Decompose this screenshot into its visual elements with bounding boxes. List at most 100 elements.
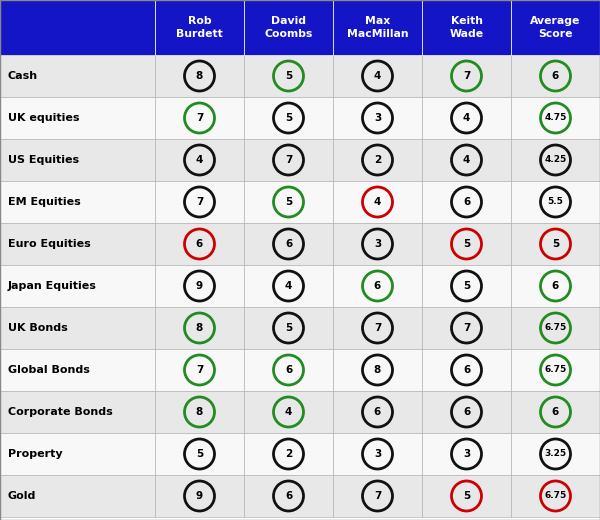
Bar <box>422 97 511 139</box>
Text: 4: 4 <box>463 155 470 165</box>
Bar <box>155 307 244 349</box>
Text: 6: 6 <box>285 365 292 375</box>
Bar <box>511 223 600 265</box>
Text: 7: 7 <box>196 197 203 207</box>
Text: 2: 2 <box>285 449 292 459</box>
Text: Japan Equities: Japan Equities <box>8 281 97 291</box>
Bar <box>244 475 333 517</box>
Text: EM Equities: EM Equities <box>8 197 81 207</box>
Text: 5: 5 <box>285 71 292 81</box>
Text: 5: 5 <box>285 113 292 123</box>
Bar <box>155 475 244 517</box>
Text: 9: 9 <box>196 491 203 501</box>
Text: 6: 6 <box>285 491 292 501</box>
Bar <box>0 475 155 517</box>
Text: 4: 4 <box>196 155 203 165</box>
Text: 6.75: 6.75 <box>544 366 566 374</box>
Bar <box>511 433 600 475</box>
Bar <box>0 55 155 97</box>
Bar <box>511 139 600 181</box>
Bar <box>511 475 600 517</box>
Text: 4.25: 4.25 <box>544 155 566 164</box>
Text: 4.75: 4.75 <box>544 113 566 123</box>
Bar <box>422 433 511 475</box>
Bar <box>155 139 244 181</box>
Bar <box>422 181 511 223</box>
Bar <box>0 391 155 433</box>
Text: 2: 2 <box>374 155 381 165</box>
Bar <box>244 433 333 475</box>
Bar <box>244 55 333 97</box>
Bar <box>333 97 422 139</box>
Text: 6: 6 <box>463 407 470 417</box>
Bar <box>422 223 511 265</box>
Text: Global Bonds: Global Bonds <box>8 365 90 375</box>
Bar <box>333 391 422 433</box>
Bar <box>244 181 333 223</box>
Bar <box>422 139 511 181</box>
Bar <box>422 475 511 517</box>
Text: 6: 6 <box>463 365 470 375</box>
Text: 4: 4 <box>285 407 292 417</box>
Text: 6: 6 <box>285 239 292 249</box>
Text: Gold: Gold <box>8 491 37 501</box>
Text: US Equities: US Equities <box>8 155 79 165</box>
Text: 7: 7 <box>374 491 381 501</box>
Bar <box>511 307 600 349</box>
Text: 6.75: 6.75 <box>544 323 566 332</box>
Text: 6: 6 <box>552 281 559 291</box>
Text: 8: 8 <box>196 71 203 81</box>
Text: David
Coombs: David Coombs <box>265 16 313 38</box>
Text: 7: 7 <box>463 71 470 81</box>
Bar <box>0 223 155 265</box>
Bar <box>511 349 600 391</box>
Bar <box>511 55 600 97</box>
Bar <box>155 349 244 391</box>
Bar <box>333 181 422 223</box>
Bar <box>333 475 422 517</box>
Bar <box>0 139 155 181</box>
Text: 5: 5 <box>463 239 470 249</box>
Text: 7: 7 <box>374 323 381 333</box>
Text: 6: 6 <box>552 71 559 81</box>
Text: 6: 6 <box>196 239 203 249</box>
Bar <box>333 433 422 475</box>
Bar <box>0 433 155 475</box>
Text: 9: 9 <box>196 281 203 291</box>
Text: 7: 7 <box>196 113 203 123</box>
Text: Max
MacMillan: Max MacMillan <box>347 16 409 38</box>
Text: Corporate Bonds: Corporate Bonds <box>8 407 113 417</box>
Text: 8: 8 <box>374 365 381 375</box>
Text: UK equities: UK equities <box>8 113 79 123</box>
Text: 5: 5 <box>463 281 470 291</box>
Bar <box>155 0 244 55</box>
Bar <box>244 139 333 181</box>
Text: 5: 5 <box>463 491 470 501</box>
Bar <box>511 181 600 223</box>
Text: Cash: Cash <box>8 71 38 81</box>
Bar <box>244 223 333 265</box>
Text: 4: 4 <box>374 71 381 81</box>
Bar <box>244 97 333 139</box>
Text: 7: 7 <box>285 155 292 165</box>
Bar <box>511 265 600 307</box>
Bar <box>155 55 244 97</box>
Text: Keith
Wade: Keith Wade <box>449 16 484 38</box>
Bar <box>333 0 422 55</box>
Bar <box>333 139 422 181</box>
Text: 5: 5 <box>285 323 292 333</box>
Text: 3: 3 <box>374 239 381 249</box>
Bar <box>422 265 511 307</box>
Bar <box>422 307 511 349</box>
Bar <box>155 391 244 433</box>
Bar <box>422 391 511 433</box>
Text: Rob
Burdett: Rob Burdett <box>176 16 223 38</box>
Text: 7: 7 <box>463 323 470 333</box>
Bar <box>155 265 244 307</box>
Text: 3: 3 <box>374 113 381 123</box>
Text: 8: 8 <box>196 407 203 417</box>
Bar <box>155 181 244 223</box>
Text: 7: 7 <box>196 365 203 375</box>
Bar <box>0 181 155 223</box>
Text: 5: 5 <box>552 239 559 249</box>
